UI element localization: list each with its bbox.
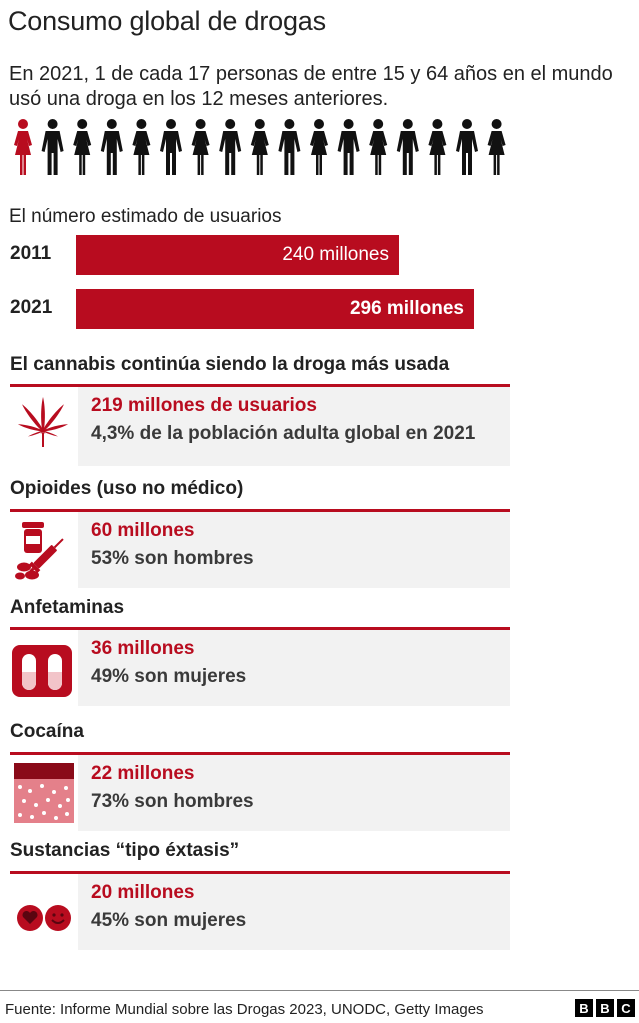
bar-year-label: 2011: [10, 243, 52, 264]
card-amphetamines: 36 millones 49% son mujeres: [10, 627, 510, 706]
logo-letter: B: [575, 999, 593, 1017]
section-title-amphetamines: Anfetaminas: [10, 597, 125, 618]
person-icon: [160, 119, 182, 175]
person-icon: [191, 119, 210, 175]
logo-letter: B: [596, 999, 614, 1017]
bbc-logo: B B C: [575, 999, 635, 1017]
bar-value-label: 296 millones: [349, 298, 464, 319]
person-icon: [41, 119, 64, 175]
section-title-cocaine: Cocaína: [10, 721, 84, 742]
people-pictogram: [10, 119, 530, 179]
drug-detail: 53% son hombres: [91, 548, 254, 569]
page-title: Consumo global de drogas: [8, 6, 326, 36]
card-ecstasy: 20 millones 45% son mujeres: [10, 871, 510, 950]
person-icon: [396, 119, 419, 175]
drug-value: 60 millones: [91, 520, 195, 541]
section-title-ecstasy: Sustancias “tipo éxtasis”: [10, 840, 240, 861]
person-icon: [132, 119, 151, 175]
bar-2011: 240 millones: [76, 235, 399, 275]
drug-detail: 45% son mujeres: [91, 910, 247, 931]
person-icon: [219, 119, 242, 175]
bar-row-2021: 2021 296 millones: [0, 289, 639, 329]
card-cocaine: 22 millones 73% son hombres: [10, 752, 510, 831]
person-icon: [278, 119, 301, 175]
person-icon: [369, 119, 388, 175]
person-icon: [487, 119, 506, 175]
pills-syringe-icon: [10, 512, 78, 588]
person-icon-highlighted: [14, 119, 32, 175]
people-icons: [14, 119, 506, 175]
cannabis-leaf-icon: [10, 387, 78, 466]
person-icon: [337, 119, 360, 175]
bar-2021: 296 millones: [76, 289, 474, 329]
logo-letter: C: [617, 999, 635, 1017]
person-icon: [310, 119, 328, 175]
card-cannabis: 219 millones de usuarios 4,3% de la pobl…: [10, 384, 510, 466]
powder-icon: [10, 755, 78, 831]
footer-divider: [0, 990, 639, 991]
drug-value: 20 millones: [91, 882, 195, 903]
person-icon: [428, 119, 447, 175]
drug-value: 36 millones: [91, 638, 195, 659]
card-opioids: 60 millones 53% son hombres: [10, 509, 510, 588]
intro-text: En 2021, 1 de cada 17 personas de entre …: [9, 63, 613, 110]
drug-detail: 49% son mujeres: [91, 666, 247, 687]
bar-value-label: 240 millones: [282, 244, 389, 265]
section-title-opioids: Opioides (uso no médico): [10, 478, 244, 499]
ecstasy-pills-icon: [10, 874, 78, 950]
person-icon: [73, 119, 92, 175]
bar-row-2011: 2011 240 millones: [0, 235, 639, 275]
users-heading: El número estimado de usuarios: [9, 206, 282, 227]
section-title-cannabis: El cannabis continúa siendo la droga más…: [10, 354, 450, 375]
person-icon: [456, 119, 478, 175]
person-icon: [100, 119, 123, 175]
drug-value: 22 millones: [91, 763, 195, 784]
person-icon: [250, 119, 269, 175]
drug-detail: 4,3% de la población adulta global en 20…: [91, 423, 476, 444]
drug-detail: 73% son hombres: [91, 791, 254, 812]
capsules-icon: [10, 630, 78, 706]
source-note: Fuente: Informe Mundial sobre las Drogas…: [5, 1001, 484, 1018]
bar-year-label: 2021: [10, 297, 53, 318]
drug-value: 219 millones de usuarios: [91, 395, 317, 416]
